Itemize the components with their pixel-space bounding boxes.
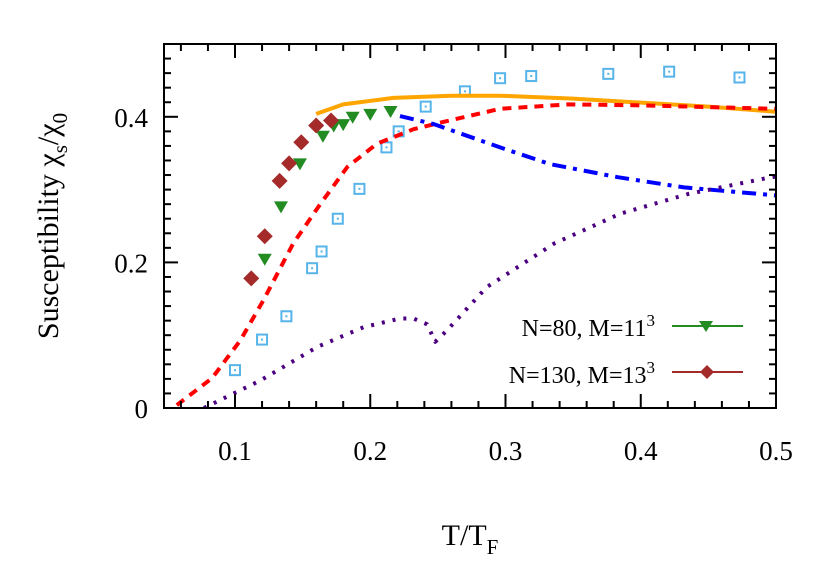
- data-point-diamond: [256, 228, 273, 245]
- data-point-square-dot: [358, 187, 361, 190]
- data-point-square-dot: [607, 72, 610, 75]
- data-point-triangle: [383, 105, 398, 118]
- data-point-square-dot: [385, 146, 388, 149]
- data-point-square: [280, 310, 293, 323]
- legend: N=80, M=113 N=130, M=133: [509, 311, 743, 389]
- series-line-solid: [315, 93, 776, 116]
- data-point-square: [380, 141, 393, 154]
- data-point-square-dot: [463, 90, 466, 93]
- x-tick-label: 0.3: [489, 436, 523, 466]
- data-point-square-dot: [261, 338, 264, 341]
- data-point-square-dot: [397, 130, 400, 133]
- x-tick-label: 0.4: [624, 436, 658, 466]
- plot-frame: [163, 43, 777, 409]
- data-point-triangle: [273, 201, 288, 214]
- y-tick-label: 0.2: [114, 248, 148, 278]
- data-point-square: [494, 72, 507, 85]
- data-point-square-dot: [285, 315, 288, 318]
- data-point-triangle: [292, 158, 307, 171]
- data-point-square: [419, 100, 432, 113]
- data-point-triangle: [257, 253, 272, 266]
- data-point-square: [663, 65, 676, 78]
- x-tick-label: 0.2: [353, 436, 387, 466]
- tick-labels: 0.1 0.2 0.3 0.4 0.5 0 0.2 0.4: [114, 103, 793, 466]
- x-axis-label: T/TF: [442, 519, 499, 559]
- data-point-diamond: [323, 112, 340, 129]
- data-point-triangle: [336, 119, 351, 132]
- data-point-triangle: [363, 108, 378, 121]
- data-point-diamond: [281, 155, 298, 172]
- data-point-square: [229, 364, 242, 377]
- data-point-triangle: [345, 111, 360, 124]
- series-line-dash-dot: [399, 114, 776, 198]
- data-point-square-dot: [424, 105, 427, 108]
- series-line-dotted: [203, 174, 776, 408]
- axis-ticks: [164, 43, 777, 409]
- data-point-square-dot: [320, 250, 323, 253]
- data-point-square-dot: [311, 267, 314, 270]
- data-point-square-dot: [530, 75, 533, 78]
- legend-marker-diamond: [700, 365, 714, 379]
- data-point-triangle: [315, 130, 330, 143]
- y-axis-label: Susceptibility χs/χ0: [32, 113, 72, 339]
- data-point-diamond: [293, 134, 310, 151]
- y-tick-label: 0: [135, 394, 149, 424]
- legend-label-n80: N=80, M=113: [522, 311, 655, 342]
- series-line-dashed: [175, 102, 776, 407]
- data-point-square: [306, 262, 319, 275]
- x-tick-label: 0.1: [218, 436, 252, 466]
- y-tick-label: 0.4: [114, 103, 148, 133]
- x-tick-label: 0.5: [759, 436, 793, 466]
- plot-marks: [175, 65, 776, 408]
- legend-label-n130: N=130, M=133: [509, 358, 655, 389]
- data-point-square: [315, 245, 328, 258]
- data-point-square-dot: [499, 77, 502, 80]
- data-point-square: [525, 70, 538, 83]
- data-point-square-dot: [738, 76, 741, 79]
- data-point-square: [256, 333, 269, 346]
- data-point-square: [353, 182, 366, 195]
- data-point-square: [331, 212, 344, 225]
- data-point-square-dot: [668, 70, 671, 73]
- data-point-diamond: [308, 117, 325, 134]
- data-point-diamond: [243, 270, 260, 287]
- data-point-diamond: [271, 172, 288, 189]
- data-point-square: [733, 71, 746, 84]
- legend-marker-triangle: [699, 321, 713, 332]
- data-point-square: [602, 67, 615, 80]
- data-point-square-dot: [336, 217, 339, 220]
- data-point-square-dot: [234, 369, 237, 372]
